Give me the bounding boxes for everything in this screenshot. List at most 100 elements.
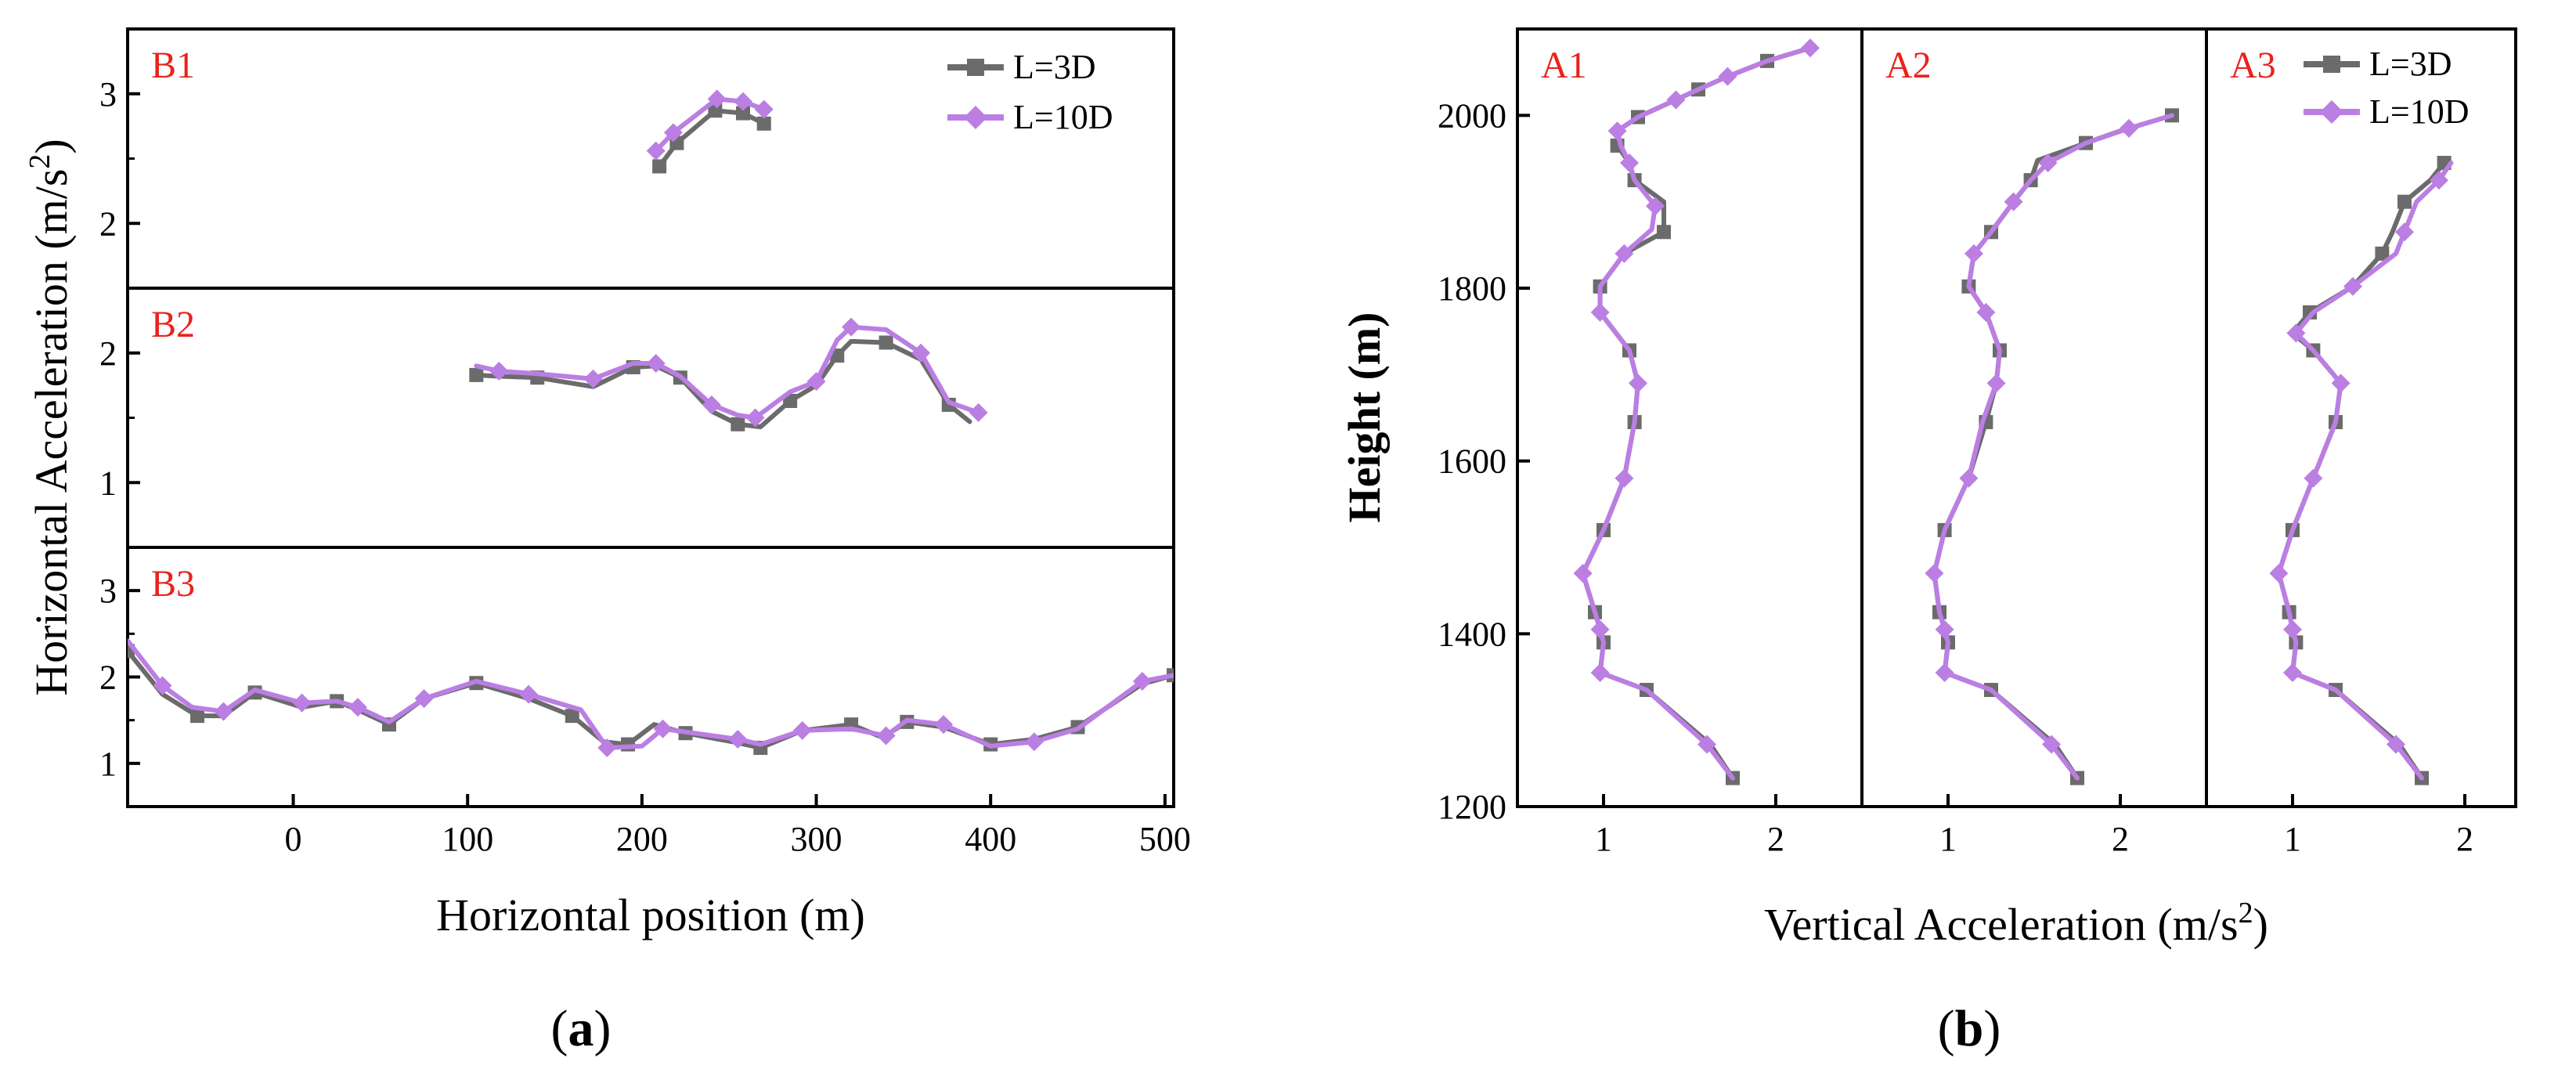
xtick-label-B3-500: 500 xyxy=(1139,820,1191,858)
marker-B1-l10d-0 xyxy=(646,141,666,161)
marker-B2-l3d-14 xyxy=(879,335,893,350)
marker-A1-l10d-11 xyxy=(1629,374,1647,393)
series-line-A1-l3d xyxy=(1580,45,1813,781)
marker-A2-l10d-7 xyxy=(1925,564,1944,583)
marker-B3-l10d-25 xyxy=(1024,732,1044,752)
xtick-label-A3-2: 2 xyxy=(2456,820,2473,858)
xtick-label-A3-1: 1 xyxy=(2284,820,2301,858)
marker-A1-l10d-27 xyxy=(1801,38,1820,58)
panel-b-frame xyxy=(1516,27,2517,808)
ytick-label-A1-1400: 1400 xyxy=(1438,615,1506,653)
panel-label-B2: B2 xyxy=(151,304,195,345)
marker-B2-l10d-1 xyxy=(489,361,509,381)
series-line-B3-l10d xyxy=(128,638,1174,750)
ytick-label-B2-1: 1 xyxy=(99,464,117,502)
marker-B1-l3d-3 xyxy=(736,106,751,121)
marker-A1-l10d-9 xyxy=(1615,468,1634,488)
marker-A2-l10d-21 xyxy=(2120,118,2138,138)
chart-B3: B3 1 2 3 0 100 200 300 400 500 xyxy=(99,563,1191,858)
marker-B1-l10d-1 xyxy=(663,123,683,143)
panel-a-frame xyxy=(126,27,1175,808)
panel-b: A1 1200 1400 1600 1800 2000 1 2 A2 1 2 A3 1 2 Heigh… xyxy=(1339,27,2517,1057)
series-line-A2-l3d xyxy=(1932,113,2174,781)
marker-A3-l10d-15 xyxy=(2343,276,2362,296)
series-line-B2-l10d xyxy=(474,324,981,421)
legend-b-label-l3d: L=3D xyxy=(2369,45,2452,83)
marker-A1-l10d-15 xyxy=(1615,244,1634,263)
marker-A1-l10d-1 xyxy=(1697,735,1716,754)
panel-label-A1: A1 xyxy=(1541,45,1587,86)
ytick-label-A1-2000: 2000 xyxy=(1438,96,1506,135)
ytick-label-B2-2: 2 xyxy=(99,334,117,373)
chart-B2: B2 1 2 xyxy=(99,304,988,502)
panel-b-xlabel: Vertical Acceleration (m/s2) xyxy=(1764,897,2268,950)
marker-B3-l3d-2 xyxy=(190,709,205,724)
marker-A3-l10d-5 xyxy=(2283,619,2302,639)
panel-b-ylabel: Height (m) xyxy=(1339,312,1390,523)
xtick-label-B3-300: 300 xyxy=(791,820,842,858)
marker-B2-l10d-17 xyxy=(969,403,988,422)
ytick-label-B1-3: 3 xyxy=(99,75,117,114)
series-line-A1-l10d xyxy=(1580,45,1813,781)
xtick-label-A1-2: 2 xyxy=(1767,820,1784,858)
legend-a-label-l10d: L=10D xyxy=(1013,98,1113,136)
marker-B3-l10d-13 xyxy=(597,738,617,757)
series-line-B2-l3d xyxy=(474,338,972,430)
marker-B3-l10d-7 xyxy=(348,698,367,717)
marker-A1-l10d-23 xyxy=(1666,90,1686,110)
marker-A2-l10d-11 xyxy=(1986,374,2006,393)
marker-B3-l10d-15 xyxy=(653,719,673,738)
marker-A3-l10d-1 xyxy=(2387,735,2405,754)
marker-A1-l10d-17 xyxy=(1646,197,1665,216)
marker-B2-l10d-9 xyxy=(745,408,765,428)
marker-B2-l3d-8 xyxy=(731,417,745,431)
marker-B3-l10d-5 xyxy=(292,693,312,713)
marker-A1-l10d-21 xyxy=(1607,121,1627,141)
panel-a-ylabel: Horizontal Acceleration (m/s2) xyxy=(23,139,77,696)
legend-a-label-l3d: L=3D xyxy=(1013,48,1095,86)
chart-A2: A2 1 2 xyxy=(1885,45,2179,858)
marker-A1-l10d-19 xyxy=(1620,153,1639,173)
marker-A1-l10d-7 xyxy=(1573,564,1593,583)
marker-A3-l10d-17 xyxy=(2395,222,2414,242)
legend-a-marker-l10d xyxy=(964,106,987,129)
chart-A3: A3 1 2 xyxy=(2230,45,2473,858)
panel-label-B1: B1 xyxy=(151,45,195,86)
marker-B3-l10d-17 xyxy=(728,729,748,749)
series-line-A3-l10d xyxy=(2276,161,2454,781)
marker-B2-l10d-15 xyxy=(911,343,931,363)
ytick-label-A1-1600: 1600 xyxy=(1438,442,1506,481)
series-line-A3-l3d xyxy=(2276,161,2447,781)
plot-area-A1 xyxy=(1573,38,1820,785)
legend-b-marker-l10d xyxy=(2320,100,2343,124)
ytick-label-B3-2: 2 xyxy=(99,659,117,697)
marker-A1-l3d-16 xyxy=(1657,225,1671,240)
marker-B1-l3d-4 xyxy=(756,116,771,131)
panel-a: B1 2 3 B2 1 2 B3 1 2 3 0 100 200 300 400 500 Horizont… xyxy=(23,27,1191,1057)
panel-a-xlabel: Horizontal position (m) xyxy=(436,890,865,940)
plot-area-B3 xyxy=(128,638,1174,757)
marker-A2-l10d-1 xyxy=(2042,735,2061,754)
marker-B2-l3d-0 xyxy=(469,367,484,382)
marker-A3-l10d-13 xyxy=(2286,323,2306,343)
ytick-label-A1-1200: 1200 xyxy=(1438,788,1506,826)
panel-label-A2: A2 xyxy=(1885,45,1932,86)
marker-B2-l10d-5 xyxy=(646,353,666,373)
marker-A1-l10d-25 xyxy=(1718,67,1737,86)
marker-B3-l10d-21 xyxy=(876,726,896,746)
panel-b-caption: (b) xyxy=(1938,1000,2001,1057)
legend-b-marker-l3d xyxy=(2323,56,2340,73)
marker-A2-l10d-13 xyxy=(1976,302,1996,322)
marker-B3-l10d-3 xyxy=(214,702,233,721)
marker-B3-l3d-12 xyxy=(565,709,579,724)
xtick-label-B3-100: 100 xyxy=(442,820,493,858)
legend-a-marker-l3d xyxy=(967,59,984,76)
marker-B1-l10d-4 xyxy=(754,99,774,119)
panel-label-B3: B3 xyxy=(151,563,195,605)
marker-B1-l10d-3 xyxy=(734,92,753,111)
ytick-label-B3-1: 1 xyxy=(99,745,117,783)
marker-A3-l3d-16 xyxy=(2375,246,2390,261)
marker-A3-l10d-9 xyxy=(2304,468,2323,488)
marker-A3-l3d-18 xyxy=(2397,194,2412,209)
plot-area-A3 xyxy=(2269,156,2454,785)
